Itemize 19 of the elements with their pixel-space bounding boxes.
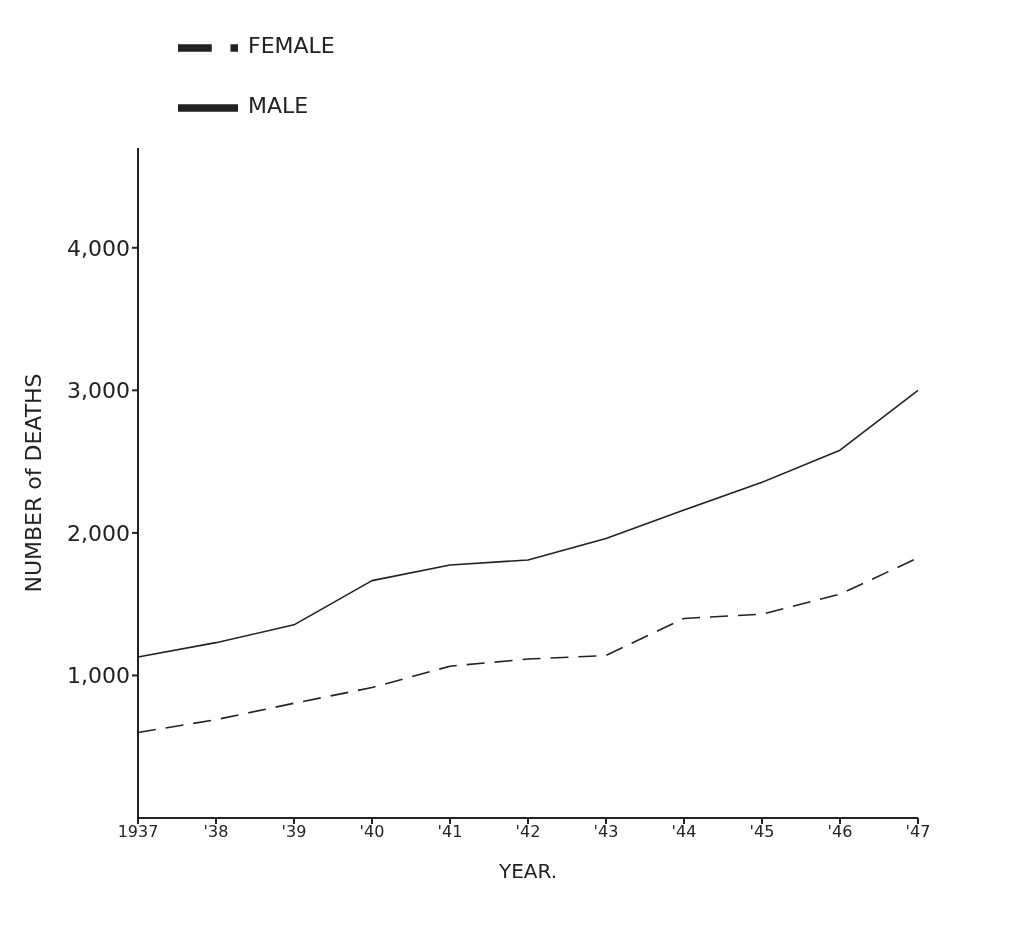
x-tick-label: '47	[905, 822, 931, 842]
x-tick-label: '43	[593, 822, 619, 842]
x-tick-label: '42	[515, 822, 541, 842]
legend-label: FEMALE	[248, 32, 335, 58]
y-tick-label: 2,000	[67, 520, 130, 546]
legend-label: MALE	[248, 92, 309, 118]
y-tick-label: 1,000	[67, 663, 130, 689]
x-tick-label: 1937	[117, 822, 159, 842]
x-tick-label: '38	[203, 822, 229, 842]
x-tick-label: '41	[437, 822, 463, 842]
x-tick-label: '40	[359, 822, 385, 842]
x-tick-label: '46	[827, 822, 853, 842]
y-tick-label: 4,000	[67, 235, 130, 261]
x-axis-title: YEAR.	[497, 859, 558, 883]
x-tick-label: '45	[749, 822, 775, 842]
y-tick-label: 3,000	[67, 378, 130, 404]
y-axis-title: NUMBER of DEATHS	[20, 373, 46, 593]
x-tick-label: '39	[281, 822, 307, 842]
x-tick-label: '44	[671, 822, 697, 842]
